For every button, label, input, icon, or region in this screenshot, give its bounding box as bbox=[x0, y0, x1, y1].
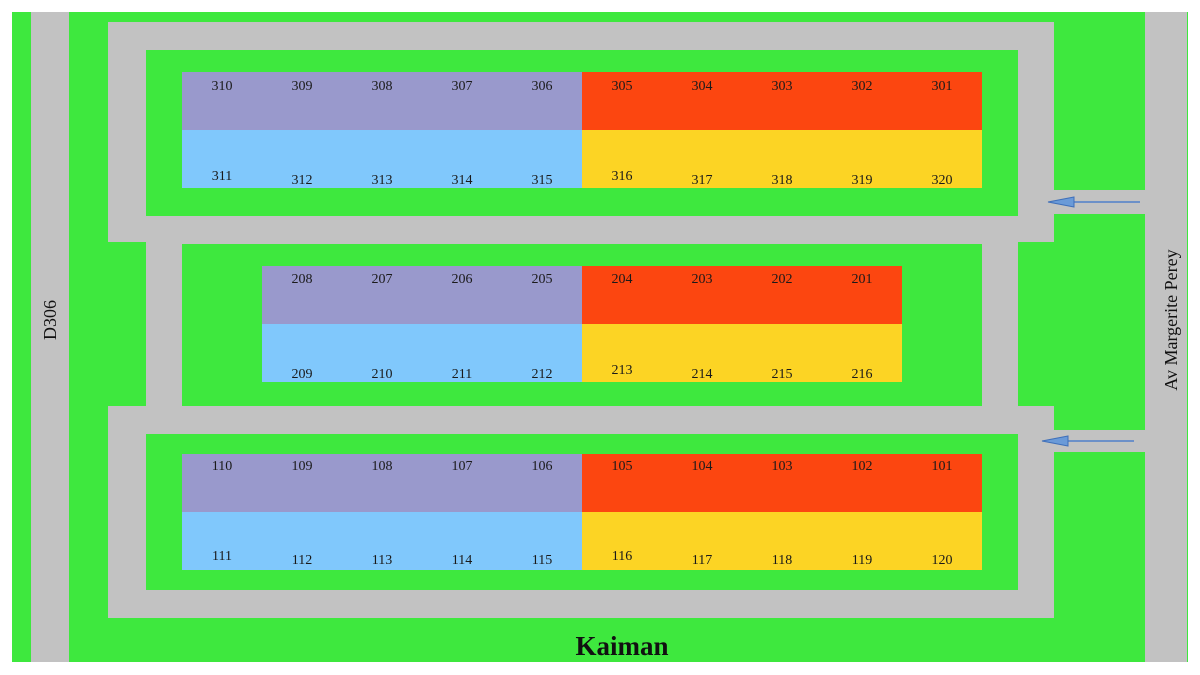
lot-119: 119 bbox=[851, 553, 873, 568]
road-label-av-margerite-perey: Av Margerite Perey bbox=[1161, 249, 1181, 391]
lot-band-bottom bbox=[182, 512, 982, 570]
lot-301: 301 bbox=[931, 79, 953, 94]
lot-208: 208 bbox=[291, 272, 313, 287]
lot-block-row-200: 208 207 206 205 204 203 202 201 209 210 … bbox=[262, 266, 902, 382]
lot-303: 303 bbox=[771, 79, 793, 94]
lot-101: 101 bbox=[931, 459, 953, 474]
lot-317: 317 bbox=[691, 173, 713, 188]
lot-114: 114 bbox=[451, 553, 473, 568]
road-d306 bbox=[31, 12, 69, 662]
lot-308: 308 bbox=[371, 79, 393, 94]
lot-118: 118 bbox=[771, 553, 793, 568]
lot-103: 103 bbox=[771, 459, 793, 474]
lot-111: 111 bbox=[212, 549, 232, 564]
lot-120: 120 bbox=[931, 553, 953, 568]
zone-yellow bbox=[582, 324, 902, 382]
lot-107: 107 bbox=[451, 459, 473, 474]
lot-102: 102 bbox=[851, 459, 873, 474]
zone-red-orange bbox=[582, 72, 982, 130]
lot-113: 113 bbox=[371, 553, 393, 568]
lot-204: 204 bbox=[611, 272, 633, 287]
lot-307: 307 bbox=[451, 79, 473, 94]
lot-315: 315 bbox=[531, 173, 553, 188]
zone-red-orange bbox=[582, 266, 902, 324]
lot-206: 206 bbox=[451, 272, 473, 287]
zone-light-blue bbox=[182, 130, 582, 188]
lot-202: 202 bbox=[771, 272, 793, 287]
map-title: Kaiman bbox=[575, 631, 669, 661]
lot-309: 309 bbox=[291, 79, 313, 94]
lot-115: 115 bbox=[531, 553, 553, 568]
lot-band-bottom bbox=[182, 130, 982, 188]
lot-320: 320 bbox=[931, 173, 953, 188]
lot-211: 211 bbox=[451, 367, 473, 382]
lot-block-row-100: 110 109 108 107 106 105 104 103 102 101 … bbox=[182, 454, 982, 570]
lot-318: 318 bbox=[771, 173, 793, 188]
lot-105: 105 bbox=[611, 459, 633, 474]
lot-311: 311 bbox=[211, 169, 233, 184]
lot-305: 305 bbox=[611, 79, 633, 94]
lot-304: 304 bbox=[691, 79, 713, 94]
zone-lavender bbox=[182, 454, 582, 512]
lot-117: 117 bbox=[691, 553, 713, 568]
lot-203: 203 bbox=[691, 272, 713, 287]
lot-210: 210 bbox=[371, 367, 393, 382]
lot-112: 112 bbox=[291, 553, 313, 568]
zone-yellow bbox=[582, 512, 982, 570]
lot-110: 110 bbox=[211, 459, 233, 474]
lot-319: 319 bbox=[851, 173, 873, 188]
lot-306: 306 bbox=[531, 79, 553, 94]
lot-block-row-300: 310 309 308 307 306 305 304 303 302 301 … bbox=[182, 72, 982, 188]
lot-310: 310 bbox=[211, 79, 233, 94]
lot-band-top bbox=[182, 72, 982, 130]
lot-313: 313 bbox=[371, 173, 393, 188]
lot-band-bottom bbox=[262, 324, 902, 382]
lot-302: 302 bbox=[851, 79, 873, 94]
lot-216: 216 bbox=[851, 367, 873, 382]
road-av-margerite-perey bbox=[1145, 12, 1187, 662]
lot-108: 108 bbox=[371, 459, 393, 474]
zone-lavender bbox=[262, 266, 582, 324]
lot-205: 205 bbox=[531, 272, 553, 287]
lot-band-top bbox=[262, 266, 902, 324]
lot-106: 106 bbox=[531, 459, 553, 474]
lot-209: 209 bbox=[291, 367, 313, 382]
lot-band-top bbox=[182, 454, 982, 512]
zone-red-orange bbox=[582, 454, 982, 512]
lot-215: 215 bbox=[771, 367, 793, 382]
lot-116: 116 bbox=[611, 549, 633, 564]
lot-212: 212 bbox=[531, 367, 553, 382]
lot-201: 201 bbox=[851, 272, 873, 287]
lot-312: 312 bbox=[291, 173, 313, 188]
lot-314: 314 bbox=[451, 173, 473, 188]
zone-light-blue bbox=[182, 512, 582, 570]
entry-arrow-upper-icon bbox=[1047, 196, 1140, 208]
lot-316: 316 bbox=[611, 169, 633, 184]
entry-arrow-lower-icon bbox=[1041, 435, 1134, 447]
lot-207: 207 bbox=[371, 272, 393, 287]
zone-light-blue bbox=[262, 324, 582, 382]
lot-213: 213 bbox=[611, 363, 633, 378]
lot-109: 109 bbox=[291, 459, 313, 474]
zone-yellow bbox=[582, 130, 982, 188]
lot-214: 214 bbox=[691, 367, 713, 382]
lot-104: 104 bbox=[691, 459, 713, 474]
road-label-d306: D306 bbox=[40, 300, 60, 340]
zone-lavender bbox=[182, 72, 582, 130]
